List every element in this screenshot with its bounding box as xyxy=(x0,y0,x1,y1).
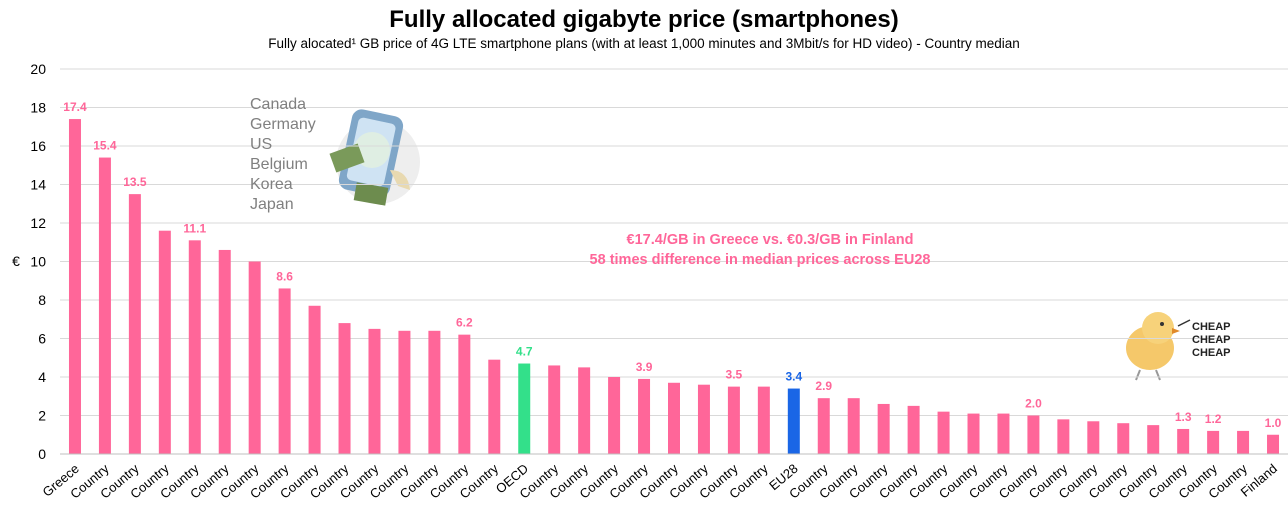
data-label: 13.5 xyxy=(123,175,147,189)
annotation-headline: 58 times difference in median prices acr… xyxy=(590,252,931,268)
chart: Fully allocated gigabyte price (smartpho… xyxy=(0,0,1288,516)
data-label: 1.2 xyxy=(1205,412,1222,426)
chart-title: Fully allocated gigabyte price (smartpho… xyxy=(389,6,898,33)
bar xyxy=(249,262,261,455)
y-tick-label: 18 xyxy=(30,100,46,116)
annotation-country: Canada xyxy=(250,96,306,113)
y-tick-label: 6 xyxy=(38,331,46,347)
data-label: 1.3 xyxy=(1175,410,1192,424)
bar xyxy=(1147,425,1159,454)
y-tick-label: 16 xyxy=(30,138,46,154)
data-label: 1.0 xyxy=(1265,416,1282,430)
data-label: 2.9 xyxy=(815,379,832,393)
bar xyxy=(758,387,770,454)
bar xyxy=(309,306,321,454)
data-label: 11.1 xyxy=(183,221,206,235)
data-label: 3.4 xyxy=(785,370,802,384)
phone-icon xyxy=(329,107,420,205)
bar xyxy=(1207,431,1219,454)
bar xyxy=(878,404,890,454)
bar xyxy=(1177,429,1189,454)
bar xyxy=(1057,419,1069,454)
bar xyxy=(1117,423,1129,454)
bar xyxy=(339,323,351,454)
annotation-country: Germany xyxy=(250,116,316,133)
y-tick-label: 8 xyxy=(38,292,46,308)
bar xyxy=(69,119,81,454)
bar xyxy=(99,158,111,454)
annotation-cheap: CHEAP xyxy=(1192,334,1231,346)
bar xyxy=(368,329,380,454)
bar xyxy=(518,364,530,454)
annotation-headline: €17.4/GB in Greece vs. €0.3/GB in Finlan… xyxy=(627,232,914,248)
data-label: 2.0 xyxy=(1025,397,1042,411)
annotation-cheap: CHEAP xyxy=(1192,321,1231,333)
bar xyxy=(129,194,141,454)
bar xyxy=(608,377,620,454)
annotation-country: US xyxy=(250,136,272,153)
bar xyxy=(938,412,950,454)
bar xyxy=(1087,421,1099,454)
bar xyxy=(1027,416,1039,455)
bar xyxy=(638,379,650,454)
bar xyxy=(908,406,920,454)
chart-subtitle: Fully alocated¹ GB price of 4G LTE smart… xyxy=(268,36,1020,51)
data-label: 8.6 xyxy=(276,269,293,283)
y-tick-label: 20 xyxy=(30,61,46,77)
y-tick-label: 12 xyxy=(30,215,46,231)
bar xyxy=(728,387,740,454)
bar xyxy=(818,398,830,454)
y-tick-label: 2 xyxy=(38,408,46,424)
chick-icon xyxy=(1126,312,1190,380)
bar xyxy=(668,383,680,454)
data-label: 3.9 xyxy=(636,360,653,374)
bar xyxy=(189,240,201,454)
bar xyxy=(1267,435,1279,454)
data-label: 6.2 xyxy=(456,316,473,330)
data-label: 3.5 xyxy=(726,368,743,382)
y-axis-label: € xyxy=(12,253,20,269)
bar xyxy=(578,367,590,454)
y-tick-label: 4 xyxy=(38,369,46,385)
annotation-cheap: CHEAP xyxy=(1192,347,1231,359)
annotation-country: Belgium xyxy=(250,156,308,173)
bar xyxy=(1237,431,1249,454)
data-label: 17.4 xyxy=(63,100,87,114)
y-tick-label: 0 xyxy=(38,446,46,462)
annotation-country: Korea xyxy=(250,176,293,193)
data-label: 15.4 xyxy=(93,139,117,153)
bar xyxy=(848,398,860,454)
bar xyxy=(788,389,800,454)
bar xyxy=(219,250,231,454)
bar xyxy=(488,360,500,454)
y-tick-label: 14 xyxy=(30,177,46,193)
bar xyxy=(698,385,710,454)
bar xyxy=(398,331,410,454)
bar xyxy=(279,288,291,454)
bar xyxy=(968,414,980,454)
data-label: 4.7 xyxy=(516,345,533,359)
y-tick-label: 10 xyxy=(30,254,46,270)
annotation-country: Japan xyxy=(250,196,294,213)
bar xyxy=(548,365,560,454)
bar xyxy=(159,231,171,454)
bar xyxy=(997,414,1009,454)
bar xyxy=(428,331,440,454)
bar xyxy=(458,335,470,454)
